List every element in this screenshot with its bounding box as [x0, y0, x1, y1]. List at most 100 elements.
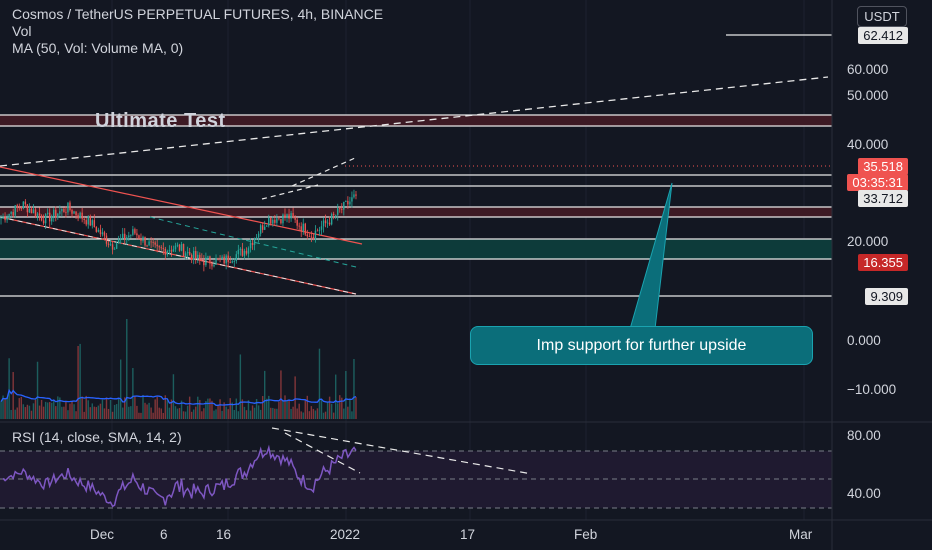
candle-body [105, 235, 108, 244]
volume-bar [40, 399, 43, 419]
volume-bar [124, 397, 126, 419]
support-callout[interactable]: Imp support for further upside [470, 326, 813, 365]
candle-body [339, 208, 341, 210]
volume-bar [152, 412, 154, 419]
volume-bar [188, 396, 191, 419]
candle-body [81, 212, 83, 219]
x-tick-6: 6 [160, 527, 168, 542]
volume-indicator-label[interactable]: Vol [12, 23, 32, 39]
volume-bar [178, 408, 181, 419]
candle-body [126, 237, 128, 240]
resistance-zone[interactable] [0, 207, 832, 217]
candle-body [136, 233, 138, 236]
volume-bar [32, 403, 35, 419]
candle-body [6, 217, 8, 221]
ultimate-test-text[interactable]: Ultimate Test [95, 110, 226, 132]
candle-body [75, 211, 77, 216]
candle-body [99, 229, 102, 235]
x-tick-16: 16 [216, 527, 232, 542]
candle-body [34, 209, 37, 217]
candle-body [302, 223, 304, 232]
candle-body [42, 220, 45, 224]
volume-bar [26, 404, 29, 419]
candle-body [227, 255, 229, 263]
rsi-indicator-label[interactable]: RSI (14, close, SMA, 14, 2) [12, 429, 182, 445]
volume-bar [14, 409, 16, 419]
volume-bar [201, 411, 203, 419]
candle-body [172, 249, 175, 252]
volume-bar [290, 408, 292, 419]
candle-body [231, 261, 233, 263]
volume-bar [34, 399, 37, 419]
support-zone[interactable] [0, 239, 832, 259]
y-tick-20: 20.000 [847, 234, 889, 249]
y-tick-50: 50.000 [847, 88, 889, 103]
candle-body [351, 197, 353, 202]
candle-body [306, 234, 309, 237]
volume-bar [180, 400, 183, 419]
volume-bar [316, 408, 319, 419]
volume-bar [8, 358, 10, 419]
candle-body [117, 239, 120, 244]
volume-bar [332, 412, 335, 419]
last-price-tag[interactable]: 35.518 [858, 158, 908, 175]
candle-body [322, 220, 325, 227]
volume-bar [174, 406, 177, 419]
candle-body [30, 208, 33, 214]
volume-bar [284, 395, 286, 419]
candle-body [225, 255, 227, 264]
candle-body [101, 232, 104, 235]
candle-body [152, 242, 154, 243]
candlestick-series[interactable] [0, 189, 357, 272]
volume-bar [190, 411, 193, 419]
volume-bar [51, 402, 53, 419]
candle-body [320, 226, 323, 230]
candle-body [217, 258, 219, 260]
symbol-title[interactable]: Cosmos / TetherUS PERPETUAL FUTURES, 4h,… [12, 6, 384, 22]
price-tag-16-355[interactable]: 16.355 [858, 254, 908, 271]
volume-bar [61, 406, 63, 419]
candle-body [286, 214, 288, 218]
currency-unit-button[interactable]: USDT [857, 6, 907, 27]
volume-bar [65, 401, 67, 419]
volume-bar [298, 403, 300, 419]
candle-body [28, 208, 31, 213]
candle-body [332, 213, 335, 215]
volume-bar [77, 345, 79, 419]
volume-bar [138, 412, 140, 419]
ma-indicator-label[interactable]: MA (50, Vol: Volume MA, 0) [12, 40, 184, 56]
volume-bar [207, 398, 209, 419]
volume-bar [182, 411, 185, 419]
price-tag-33-712[interactable]: 33.712 [858, 190, 908, 207]
volume-bar [288, 399, 290, 419]
volume-bar [87, 400, 89, 419]
ultimate-test-zone[interactable] [0, 115, 832, 126]
volume-bar [158, 407, 160, 419]
candle-body [261, 225, 264, 230]
volume-bar [223, 402, 225, 419]
candle-body [253, 238, 256, 245]
volume-bar [156, 396, 158, 419]
price-tag-62-412[interactable]: 62.412 [858, 27, 908, 44]
candle-body [164, 248, 167, 255]
candle-body [87, 216, 89, 225]
volume-bar [130, 406, 132, 419]
volume-bar [95, 407, 98, 419]
candle-body [211, 263, 213, 267]
volume-bar [343, 408, 345, 419]
candle-body [270, 217, 272, 224]
volume-bar [270, 407, 272, 419]
candle-body [247, 248, 250, 254]
volume-bar [229, 398, 231, 419]
volume-bar [81, 396, 83, 419]
volume-bar [142, 395, 144, 419]
candle-body [10, 211, 12, 214]
price-tag-9-309[interactable]: 9.309 [865, 288, 908, 305]
candle-body [158, 246, 160, 248]
rsi-trendlines[interactable] [271, 427, 533, 475]
volume-bar [195, 406, 197, 419]
candle-body [249, 242, 252, 249]
volume-bar [239, 354, 242, 419]
volume-bar [117, 398, 120, 419]
